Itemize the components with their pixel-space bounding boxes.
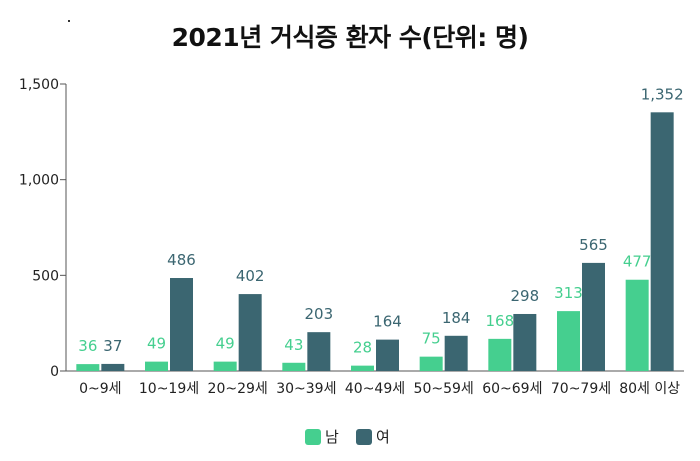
x-tick-label: 20~29세 <box>208 381 268 397</box>
data-label-male: 168 <box>486 312 515 330</box>
data-label-female: 1,352 <box>641 85 684 103</box>
data-label-male: 43 <box>284 336 303 354</box>
decorative-dot <box>68 20 70 22</box>
x-tick-label: 10~19세 <box>139 381 199 397</box>
data-label-female: 164 <box>373 313 402 331</box>
data-label-female: 565 <box>579 236 608 254</box>
data-label-female: 37 <box>103 337 122 355</box>
bar-male <box>351 365 374 371</box>
bar-female <box>650 112 674 372</box>
data-label-male: 36 <box>78 337 97 355</box>
data-label-male: 28 <box>353 339 372 357</box>
x-tick-label: 80세 이상 <box>619 381 680 397</box>
bar-female <box>170 278 193 371</box>
data-label-female: 298 <box>511 287 540 305</box>
bar-male <box>76 364 100 371</box>
data-label-female: 203 <box>305 305 334 323</box>
x-tick-label: 70~79세 <box>551 381 611 397</box>
data-label-male: 49 <box>216 335 235 353</box>
x-tick-label: 0~9세 <box>79 381 121 397</box>
bar-male <box>557 311 580 371</box>
y-tick-label: 0 <box>50 364 59 380</box>
legend-swatch-female <box>356 429 372 445</box>
bar-female <box>582 262 605 371</box>
bar-male <box>282 362 306 371</box>
bar-female <box>101 363 125 371</box>
data-label-male: 49 <box>147 335 166 353</box>
bar-male <box>213 361 237 371</box>
legend-swatch-male <box>305 429 321 445</box>
bar-male <box>145 361 168 371</box>
bar-female <box>444 335 468 371</box>
bar-male <box>488 338 512 371</box>
x-tick-label: 30~39세 <box>276 381 336 397</box>
x-tick-label: 60~69세 <box>482 381 542 397</box>
y-tick-label: 500 <box>32 268 59 284</box>
legend-label-male: 남 <box>325 428 339 446</box>
bar-female <box>513 313 537 371</box>
data-label-female: 486 <box>167 251 196 269</box>
data-label-male: 313 <box>554 284 583 302</box>
chart-title: 2021년 거식증 환자 수(단위: 명) <box>171 23 529 52</box>
data-label-female: 184 <box>442 309 471 327</box>
data-label-male: 75 <box>422 330 441 348</box>
y-tick-label: 1,000 <box>19 173 59 189</box>
legend-label-female: 여 <box>376 428 390 446</box>
bar-female <box>238 294 262 371</box>
data-label-female: 402 <box>236 267 265 285</box>
x-tick-label: 50~59세 <box>414 381 474 397</box>
bar-female <box>376 339 399 371</box>
bar-female <box>307 332 331 371</box>
x-tick-label: 40~49세 <box>345 381 405 397</box>
bar-male <box>625 279 649 371</box>
data-label-male: 477 <box>623 253 652 271</box>
y-tick-label: 1,500 <box>19 77 59 93</box>
bar-male <box>419 356 443 371</box>
